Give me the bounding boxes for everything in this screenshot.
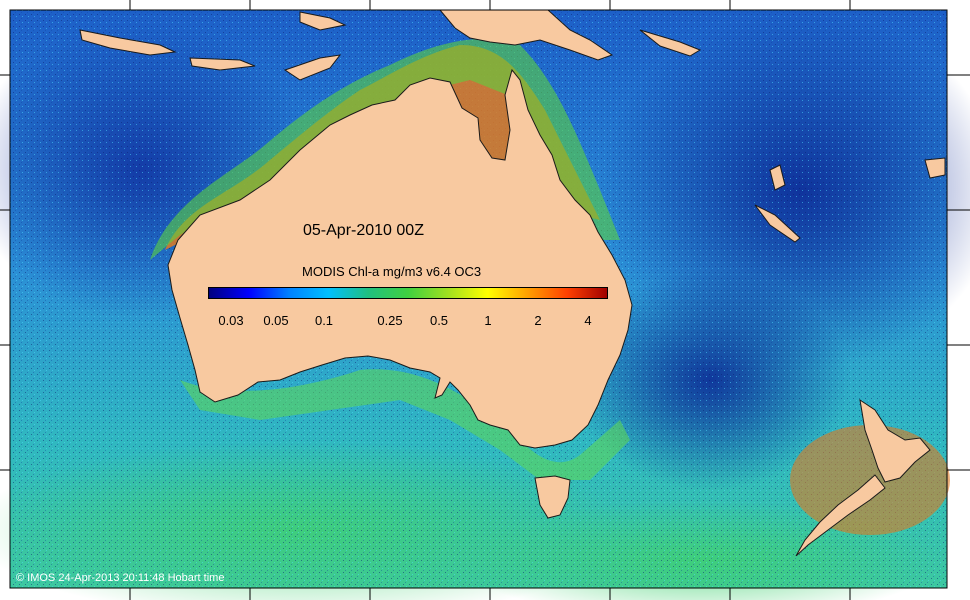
- date-label: 05-Apr-2010 00Z: [303, 222, 424, 239]
- tasmania-landmass: [534, 475, 571, 519]
- colorbar-tick-label: 2: [534, 313, 542, 328]
- colorbar-tick-label: 0.05: [263, 313, 289, 328]
- nz-north-island: [859, 398, 931, 483]
- timor-island: [283, 54, 342, 81]
- sulawesi-island: [299, 11, 347, 31]
- north-coast-shelf: [150, 38, 620, 260]
- north-coast-bloom: [165, 45, 600, 250]
- sumbawa-island: [189, 57, 256, 71]
- fiji-islands: [924, 157, 946, 179]
- colorbar-tick-label: 0.5: [429, 313, 449, 328]
- south-coast-shelf: [180, 369, 630, 480]
- copyright-notice: © IMOS 24-Apr-2013 20:11:48 Hobart time: [16, 572, 225, 584]
- colorbar-tick-label: 4: [584, 313, 592, 328]
- colorbar-tick-label: 0.1: [314, 313, 334, 328]
- vanuatu-islands: [769, 164, 786, 191]
- solomon-islands: [639, 29, 702, 57]
- australia-landmass: [167, 68, 633, 449]
- java-island: [79, 29, 177, 56]
- nz-south-island: [795, 474, 886, 557]
- colorbar-tick-label: 0.03: [218, 313, 244, 328]
- colorbar-title: MODIS Chl-a mg/m3 v6.4 OC3: [302, 264, 482, 279]
- map-border: [9, 9, 948, 589]
- colorbar: [208, 287, 608, 299]
- colorbar-tick-label: 1: [484, 313, 492, 328]
- colorbar-tick-label: 0.25: [377, 313, 403, 328]
- new-caledonia-island: [754, 204, 801, 243]
- new-guinea-landmass: [438, 9, 614, 61]
